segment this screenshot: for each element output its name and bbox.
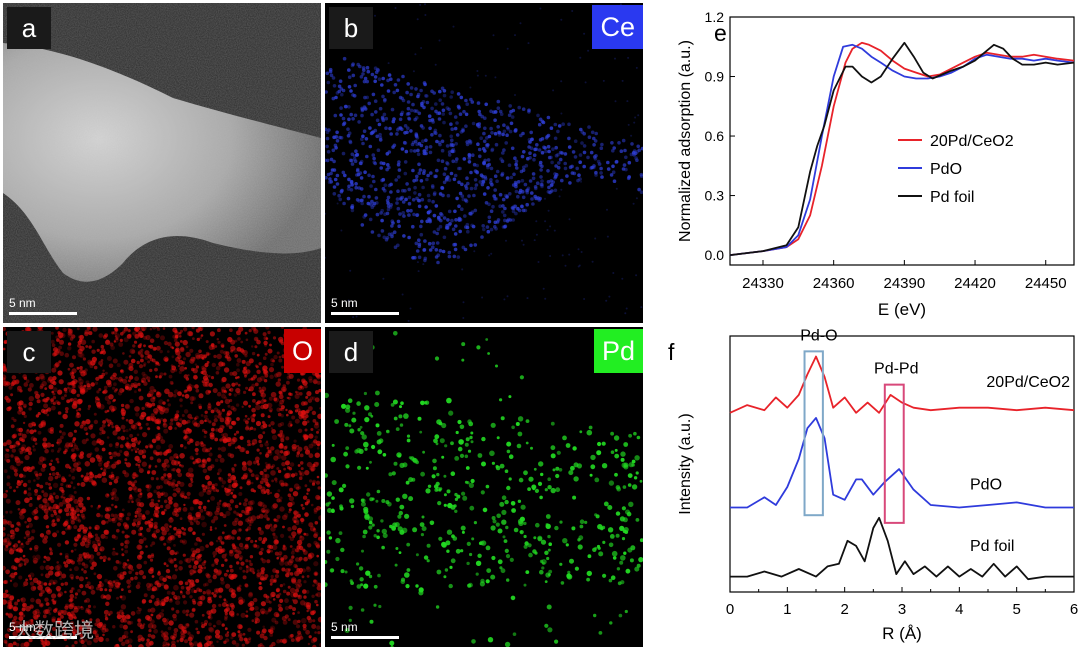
panel-label-e: e <box>714 20 727 46</box>
scale-bar-text: 5 nm <box>331 296 358 310</box>
chart-f-exafs: 0 1 2 3 4 5 6 R (Å) Intensity (a.u.) Pd-O Pd-Pd 20P… <box>668 328 1078 643</box>
legend-entry: Pd foil <box>930 189 974 206</box>
panel-label-c: c <box>7 331 51 373</box>
panel-d-pd-map: d Pd 5 nm <box>325 327 643 647</box>
panel-label-f: f <box>668 339 675 365</box>
series-line-pd-foil <box>730 516 1074 581</box>
y-tick-label-e: 0.0 <box>705 247 725 263</box>
y-axis-label-e: Normalized adsorption (a.u.) <box>677 40 694 242</box>
panel-a-haadf-image: a 5 nm <box>3 3 321 323</box>
annotation-pd-pd: Pd-Pd <box>874 361 918 378</box>
x-tick-label-e: 24330 <box>742 275 784 292</box>
legend-entry: 20Pd/CeO2 <box>930 133 1014 150</box>
scale-bar-line <box>331 312 399 315</box>
x-tick-label-f: 4 <box>955 601 963 618</box>
plot-frame-e <box>729 16 1075 266</box>
panel-label-a: a <box>7 7 51 49</box>
panel-label-d: d <box>329 331 373 373</box>
scale-bar-b: 5 nm <box>331 296 399 315</box>
x-axis-label-e: E (eV) <box>878 300 926 319</box>
scale-bar-text: 5 nm <box>331 620 358 634</box>
pd-pd-highlight-box <box>883 383 905 524</box>
y-tick-label-e: 0.3 <box>705 188 725 204</box>
series-line-pdo <box>730 417 1074 509</box>
panel-b-ce-map: b Ce 5 nm <box>325 3 643 323</box>
series-line-pd-foil <box>729 41 1075 256</box>
x-tick-label-f: 3 <box>898 601 906 618</box>
scale-bar-d: 5 nm <box>331 620 399 639</box>
x-tick-label-f: 2 <box>840 601 848 618</box>
scale-bar-line <box>331 636 399 639</box>
scale-bar-text: 5 nm <box>9 296 36 310</box>
series-line-pdo <box>729 43 1075 256</box>
scale-bar-a: 5 nm <box>9 296 77 315</box>
pd-map-image <box>325 331 643 647</box>
panel-c-o-map: c O 5 nm <box>3 327 321 647</box>
y-axis-label-f: Intensity (a.u.) <box>677 413 694 514</box>
ce-map-image <box>325 3 643 322</box>
haadf-image <box>3 3 321 323</box>
scale-bar-text: 5 nm <box>9 620 36 634</box>
pd-o-highlight-box <box>803 350 824 517</box>
element-badge-ce: Ce <box>592 5 643 49</box>
y-tick-label-e: 1.2 <box>705 9 725 25</box>
series-line-20pd-ceo2 <box>729 41 1075 256</box>
series-label: Pd foil <box>970 538 1014 555</box>
x-tick-label-f: 1 <box>783 601 791 618</box>
x-tick-label-f: 5 <box>1012 601 1020 618</box>
x-tick-label-e: 24360 <box>813 275 855 292</box>
scale-bar-line <box>9 636 77 639</box>
x-tick-label-f: 6 <box>1070 601 1078 618</box>
element-badge-o: O <box>283 329 321 373</box>
y-tick-label-e: 0.6 <box>705 128 725 144</box>
scale-bar-c: 5 nm <box>9 620 77 639</box>
series-label: 20Pd/CeO2 <box>986 374 1070 391</box>
x-tick-label-e: 24450 <box>1025 275 1067 292</box>
scale-bar-line <box>9 312 77 315</box>
chart-e-xanes: 24330 24360 24390 24420 24450 0.0 0.3 0.6 0.9 1.2… <box>677 9 1075 319</box>
x-axis-label-f: R (Å) <box>882 624 922 643</box>
series-line-20pd-ceo2 <box>729 355 1075 414</box>
o-map-image <box>3 327 321 647</box>
element-badge-pd: Pd <box>593 329 643 373</box>
watermark: 大数跨境 <box>14 618 94 642</box>
x-tick-label-f: 0 <box>726 601 734 618</box>
x-tick-label-e: 24390 <box>883 275 925 292</box>
x-tick-label-e: 24420 <box>954 275 996 292</box>
annotation-pd-o: Pd-O <box>800 328 837 344</box>
panel-label-b: b <box>329 7 373 49</box>
y-tick-label-e: 0.9 <box>705 69 725 85</box>
series-label: PdO <box>970 477 1002 494</box>
legend-entry: PdO <box>930 161 962 178</box>
